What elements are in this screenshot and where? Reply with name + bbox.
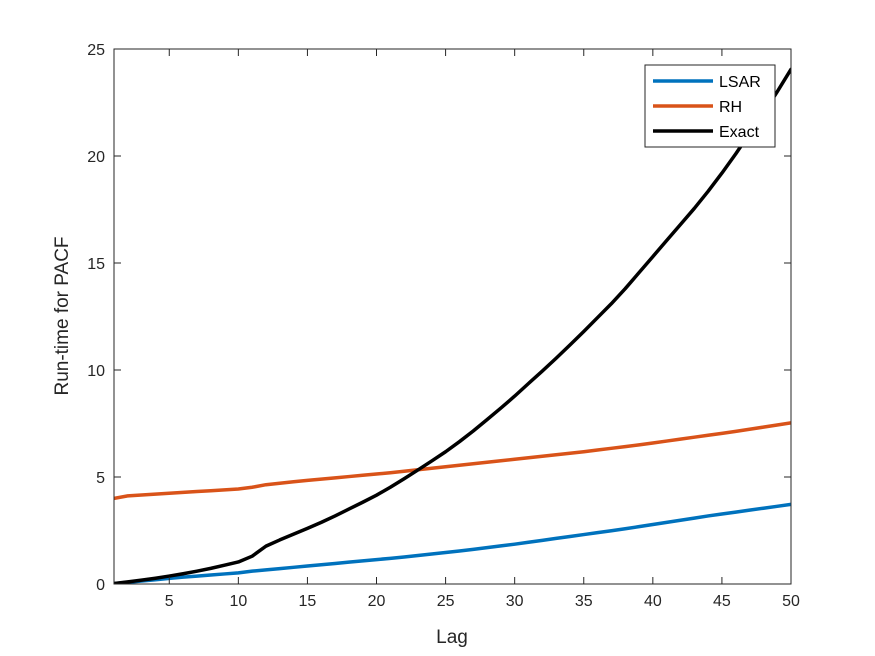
x-tick-label: 30: [506, 593, 524, 610]
x-axis-label: Lag: [436, 627, 468, 648]
x-tick-label: 10: [229, 593, 247, 610]
y-tick-label: 25: [87, 42, 105, 59]
x-tick-label: 15: [299, 593, 317, 610]
x-tick-label: 25: [437, 593, 455, 610]
y-tick-label: 10: [87, 363, 105, 380]
legend: LSAR RH Exact: [644, 64, 776, 148]
series-layer: [114, 67, 791, 584]
x-tick-label: 50: [782, 593, 800, 610]
y-tick-label: 20: [87, 149, 105, 166]
legend-label-lsar: LSAR: [719, 74, 761, 91]
x-tick-label: 20: [368, 593, 386, 610]
x-tick-label: 45: [713, 593, 731, 610]
y-tick-label: 15: [87, 256, 105, 273]
legend-label-rh: RH: [719, 99, 742, 116]
x-tick-label: 35: [575, 593, 593, 610]
y-tick-label: 5: [96, 470, 105, 487]
legend-label-exact: Exact: [719, 124, 760, 141]
x-tick-label: 5: [165, 593, 174, 610]
ticks-layer: 5 10 15 20 25 30 35 40 45 50 0 5 10 15 20 25: [87, 42, 800, 610]
axes-box: [113, 48, 792, 585]
series-line-exact: [114, 67, 791, 584]
series-line-lsar: [114, 502, 791, 584]
y-axis-label: Run-time for PACF: [52, 236, 73, 395]
y-tick-label: 0: [96, 577, 105, 594]
x-tick-label: 40: [644, 593, 662, 610]
axes-layer: [113, 48, 792, 585]
series-line-rh: [114, 421, 791, 501]
